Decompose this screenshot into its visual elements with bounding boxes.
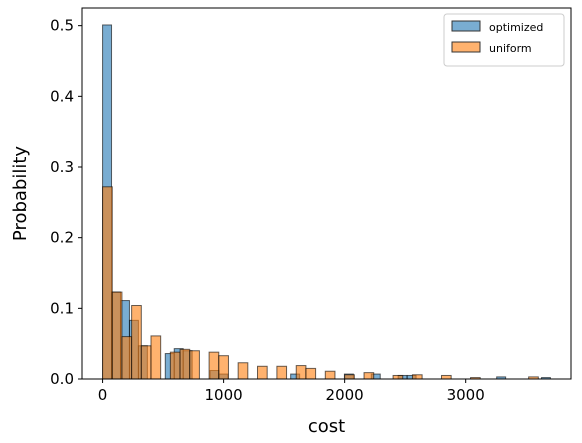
uniform-bar bbox=[276, 365, 288, 380]
uniform-bar bbox=[363, 372, 375, 380]
x-axis-ticks: 0 1000 2000 3000 bbox=[98, 379, 485, 404]
uniform-bar bbox=[169, 351, 181, 380]
y-tick-label: 0.0 bbox=[50, 370, 74, 388]
x-tick-label: 2000 bbox=[326, 386, 364, 404]
x-tick-label: 0 bbox=[98, 386, 108, 404]
uniform-bar bbox=[140, 345, 152, 380]
uniform-bar bbox=[257, 365, 268, 380]
y-axis-title: Probability bbox=[10, 146, 31, 241]
y-tick-label: 0.4 bbox=[50, 87, 74, 105]
x-tick-label: 3000 bbox=[447, 386, 485, 404]
x-axis-title: cost bbox=[308, 416, 345, 437]
y-tick-label: 0.2 bbox=[50, 229, 74, 247]
uniform-bar bbox=[392, 374, 404, 380]
uniform-bar bbox=[179, 348, 191, 380]
uniform-bar bbox=[305, 367, 317, 380]
uniform-bar bbox=[324, 370, 336, 380]
x-tick-label: 1000 bbox=[205, 386, 243, 404]
uniform-bar bbox=[208, 351, 220, 380]
uniform-bar bbox=[218, 355, 229, 380]
uniform-bar bbox=[344, 374, 355, 380]
y-tick-label: 0.5 bbox=[50, 17, 74, 35]
legend-label-optimized: optimized bbox=[489, 21, 543, 34]
y-tick-label: 0.3 bbox=[50, 158, 74, 176]
y-axis-ticks: 0.0 0.1 0.2 0.3 0.4 0.5 bbox=[50, 17, 82, 388]
legend-swatch-uniform bbox=[451, 41, 481, 53]
uniform-bar bbox=[440, 374, 452, 380]
uniform-bar bbox=[189, 350, 200, 380]
uniform-bar bbox=[237, 362, 249, 380]
uniform-bar bbox=[150, 335, 162, 380]
y-tick-label: 0.1 bbox=[50, 299, 74, 317]
legend-label-uniform: uniform bbox=[489, 42, 532, 55]
axes-frame bbox=[81, 7, 572, 380]
uniform-bar bbox=[295, 365, 307, 380]
uniform-bar bbox=[131, 305, 142, 380]
uniform-bar bbox=[121, 336, 133, 380]
legend: optimized uniform bbox=[443, 13, 565, 67]
uniform-bar bbox=[411, 374, 423, 380]
uniform-bar bbox=[102, 186, 113, 380]
uniform-bar bbox=[111, 291, 123, 380]
legend-swatch-optimized bbox=[451, 20, 481, 32]
